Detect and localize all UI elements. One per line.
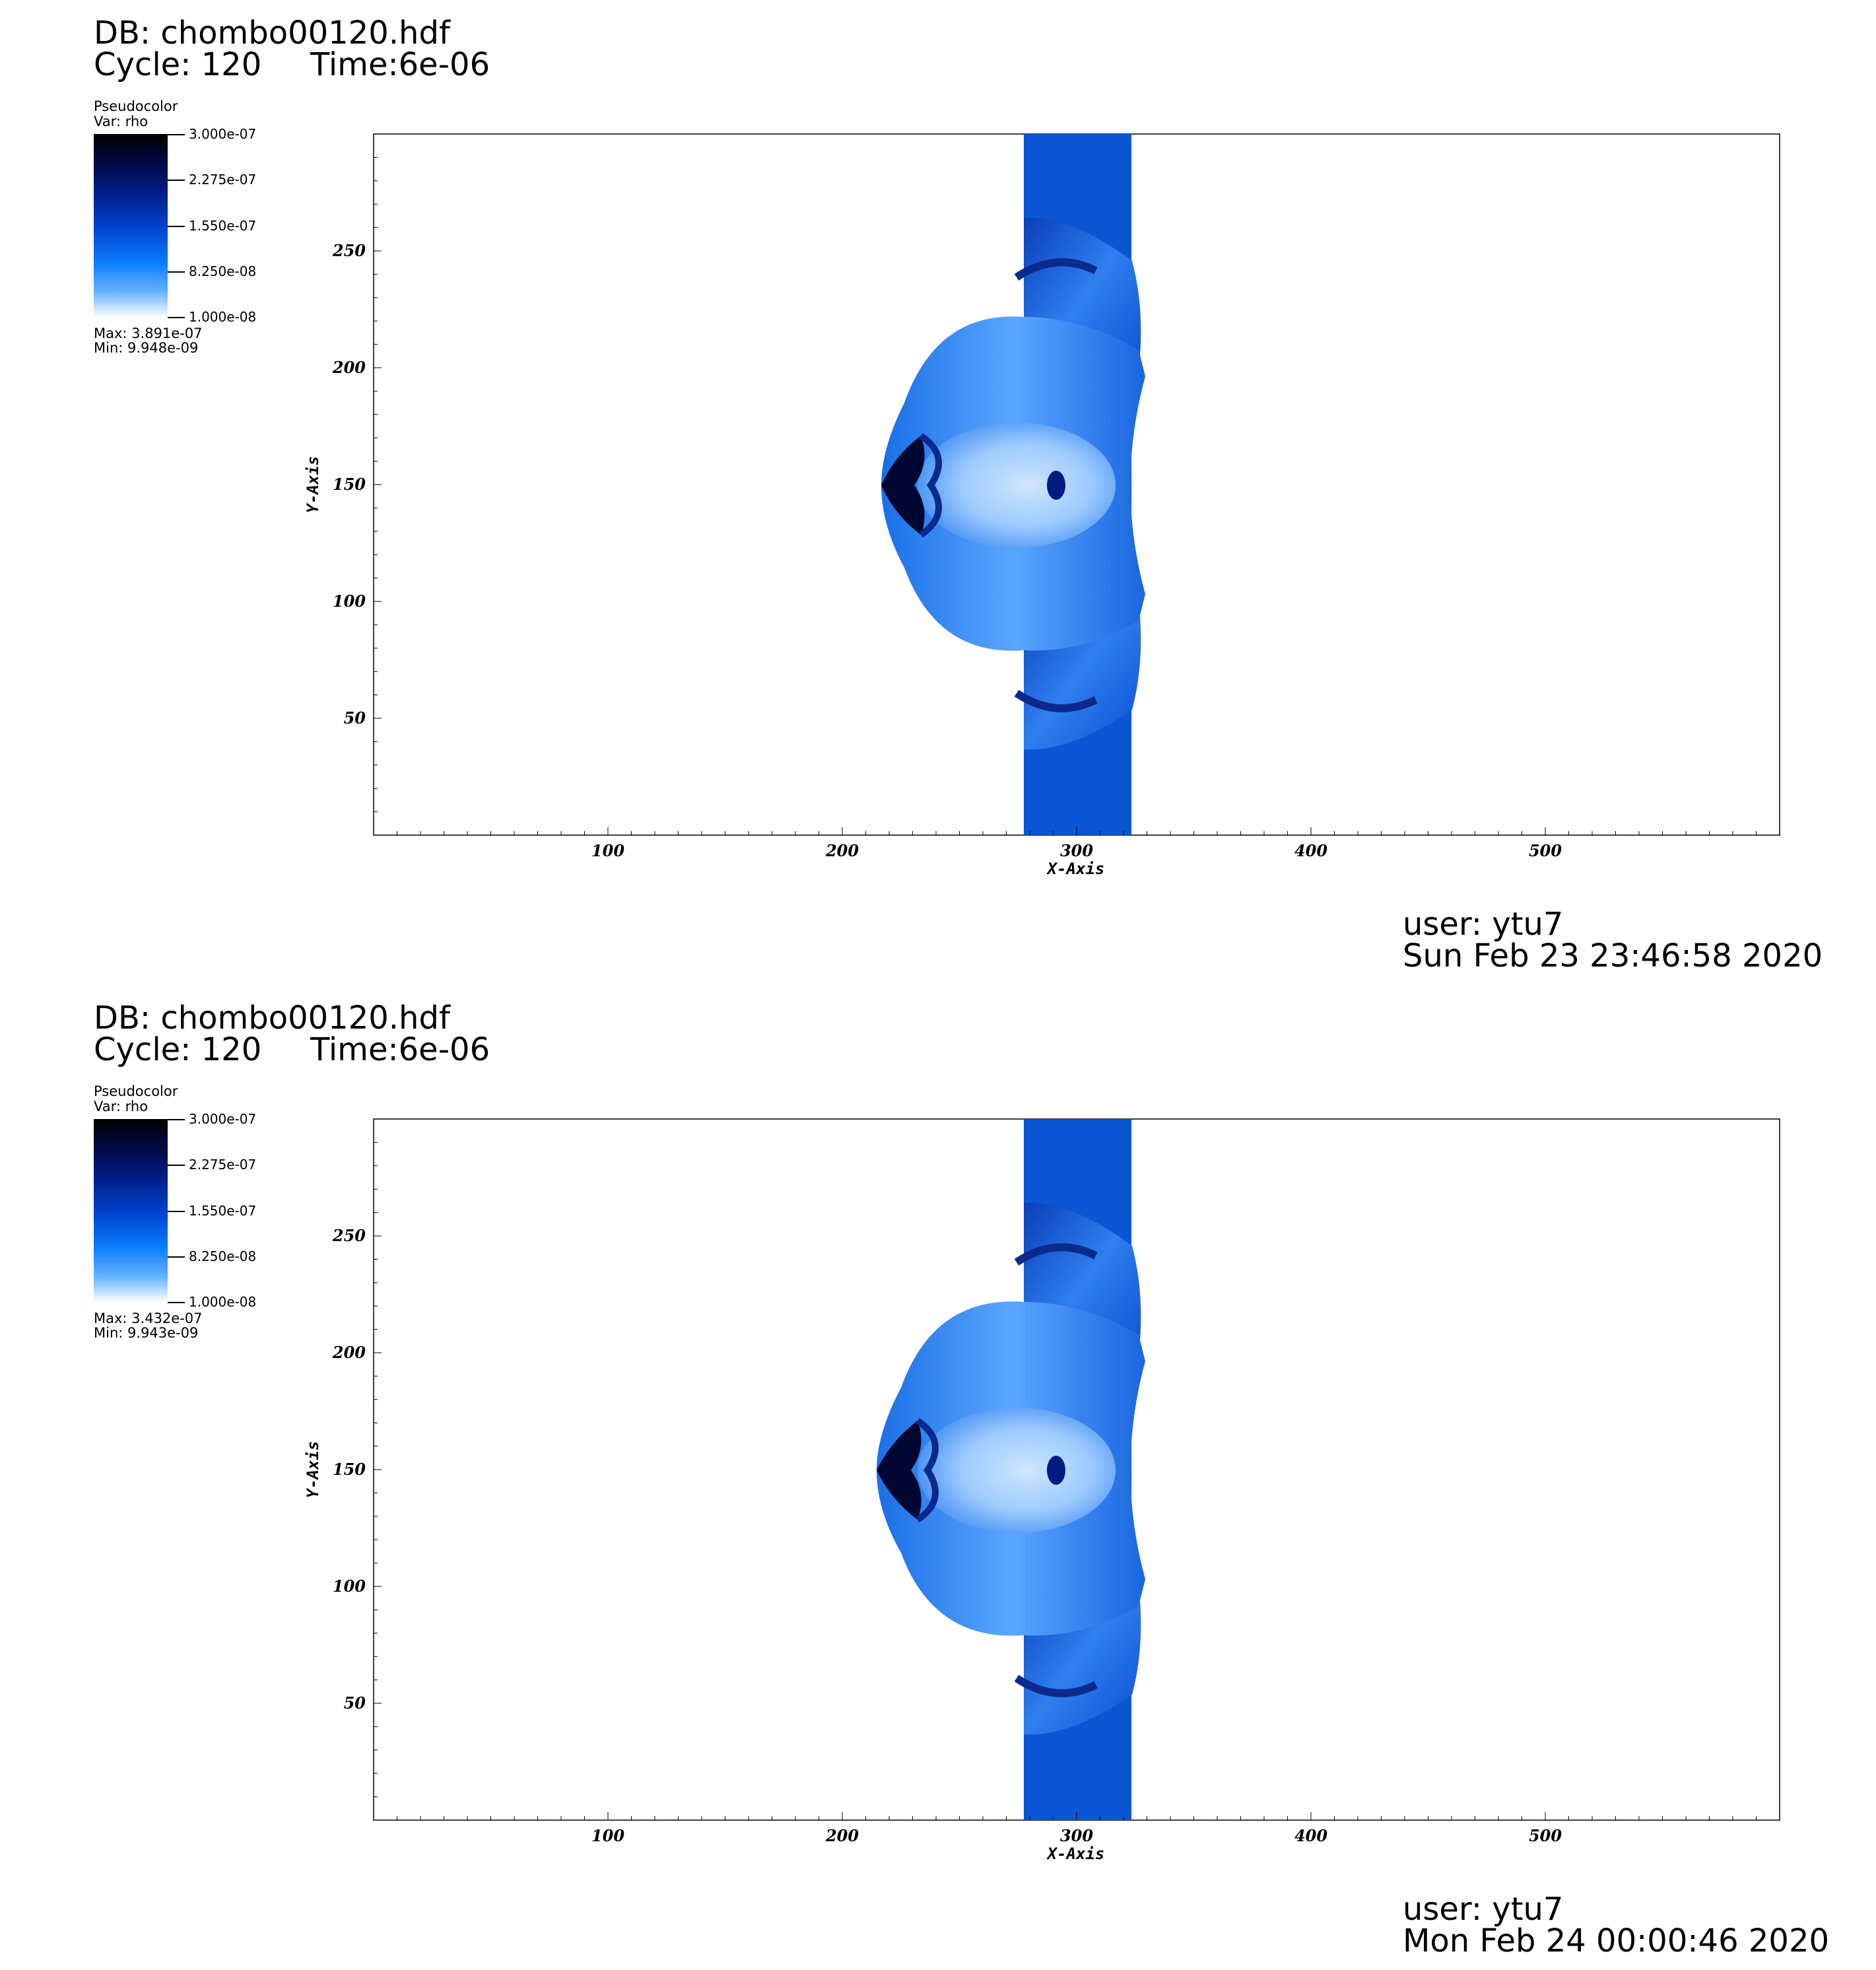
user-label: user: ytu7 (1403, 1891, 1564, 1928)
y-tick-label: 150 (333, 1460, 366, 1479)
colorbar-tick-label: 2.275e-07 (189, 1157, 257, 1172)
legend-min: Min: 9.943e-09 (94, 1325, 199, 1341)
user-label: user: ytu7 (1403, 906, 1564, 943)
colorbar-tick-label: 3.000e-07 (189, 1111, 257, 1127)
y-tick-label: 200 (332, 358, 366, 377)
colorbar-tick-label: 1.000e-08 (189, 1294, 257, 1310)
legend-max: Max: 3.432e-07 (94, 1310, 203, 1326)
date-label: Sun Feb 23 23:46:58 2020 (1403, 937, 1823, 974)
colorbar-tick-label: 8.250e-08 (189, 1248, 257, 1264)
x-tick-label: 500 (1529, 1826, 1562, 1845)
colorbar-tick (168, 226, 185, 227)
density-region-shock-edge (919, 432, 942, 538)
colorbar-tick-label: 1.550e-07 (189, 1203, 257, 1219)
y-tick-label: 250 (332, 1226, 366, 1245)
legend-title: Pseudocolor (94, 1083, 178, 1099)
y-axis-title: Y-Axis (304, 456, 322, 514)
legend-variable: Var: rho (94, 1099, 149, 1114)
y-tick-label: 50 (344, 708, 366, 728)
colorbar-tick (168, 180, 185, 181)
plot-frame-group (373, 133, 1780, 836)
cycle-label: Cycle: 120 (94, 1031, 262, 1068)
x-axis-title: X-Axis (1046, 860, 1105, 878)
plot-area-svg: 100 200 300 400 500 50 100 150 200 250 X-Axis Y-… (304, 1118, 1780, 1863)
plot-panel-2: DB: chombo00120.hdf Cycle: 120 Time:6e-0… (0, 985, 1876, 1970)
y-tick-label: 50 (344, 1693, 366, 1713)
density-region-bump (1047, 471, 1065, 500)
y-tick-label: 150 (333, 475, 366, 494)
colorbar-tick-label: 2.275e-07 (189, 172, 257, 187)
x-tick-label: 400 (1294, 1826, 1327, 1845)
x-tick-label: 100 (591, 1826, 624, 1845)
density-region-bump (1047, 1456, 1065, 1485)
colorbar-tick (168, 317, 185, 318)
time-label: Time:6e-06 (310, 1031, 490, 1068)
density-region-core (918, 1408, 1116, 1533)
x-tick-label: 200 (825, 841, 859, 860)
colorbar-tick (168, 1119, 185, 1120)
x-tick-label: 500 (1529, 841, 1562, 860)
x-tick-label: 200 (825, 1826, 859, 1845)
cycle-label: Cycle: 120 (94, 46, 262, 83)
density-streak-upper (1014, 258, 1098, 281)
y-tick-label: 200 (332, 1343, 366, 1362)
y-axis-title: Y-Axis (304, 1441, 322, 1499)
y-axis: 50 100 150 200 250 (332, 1141, 382, 1798)
y-tick-label: 250 (332, 241, 366, 260)
plot-area-svg: 100 200 300 400 500 50 100 150 200 250 X-Axis Y-… (304, 133, 1780, 878)
x-axis-title: X-Axis (1046, 1845, 1105, 1863)
colorbar (94, 134, 168, 318)
colorbar-tick (168, 1211, 185, 1212)
legend-max: Max: 3.891e-07 (94, 325, 203, 341)
x-tick-label: 300 (1060, 841, 1093, 860)
time-label: Time:6e-06 (310, 46, 490, 83)
x-axis: 100 200 300 400 500 (397, 1812, 1757, 1845)
y-tick-label: 100 (333, 1577, 366, 1596)
x-tick-label: 300 (1060, 1826, 1093, 1845)
density-region-core (918, 423, 1116, 548)
colorbar-tick (168, 271, 185, 273)
plot-frame-group (373, 1118, 1780, 1821)
legend-variable: Var: rho (94, 114, 149, 129)
y-axis: 50 100 150 200 250 (332, 156, 382, 813)
density-streak-lower (1014, 1674, 1098, 1697)
density-region-shock-edge (916, 1417, 939, 1523)
density-streak-lower (1014, 689, 1098, 712)
colorbar-tick-label: 3.000e-07 (189, 126, 257, 142)
database-label: DB: chombo00120.hdf (94, 15, 450, 51)
y-tick-label: 100 (333, 592, 366, 611)
colorbar-tick-label: 1.000e-08 (189, 309, 257, 325)
legend-min: Min: 9.948e-09 (94, 340, 199, 356)
colorbar (94, 1119, 168, 1303)
density-region-shock-front (877, 1421, 921, 1520)
colorbar-tick (168, 134, 185, 135)
density-region-shock-front (881, 436, 925, 535)
colorbar-tick (168, 1302, 185, 1303)
plot-panel-1: DB: chombo00120.hdf Cycle: 120 Time:6e-0… (94, 15, 1823, 974)
colorbar-tick (168, 1165, 185, 1166)
date-label: Mon Feb 24 00:00:46 2020 (1403, 1922, 1830, 1959)
colorbar-tick-label: 1.550e-07 (189, 218, 257, 234)
colorbar-tick-label: 8.250e-08 (189, 263, 257, 279)
database-label: DB: chombo00120.hdf (94, 1000, 450, 1036)
x-tick-label: 400 (1294, 841, 1327, 860)
legend-title: Pseudocolor (94, 98, 178, 114)
colorbar-tick (168, 1256, 185, 1258)
x-tick-label: 100 (591, 841, 624, 860)
density-streak-upper (1014, 1243, 1098, 1266)
x-axis: 100 200 300 400 500 (397, 827, 1757, 860)
